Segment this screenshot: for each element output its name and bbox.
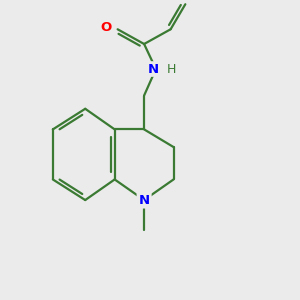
Text: H: H — [167, 62, 176, 76]
Text: O: O — [100, 21, 112, 34]
Text: N: N — [139, 194, 150, 207]
Text: N: N — [148, 62, 159, 76]
